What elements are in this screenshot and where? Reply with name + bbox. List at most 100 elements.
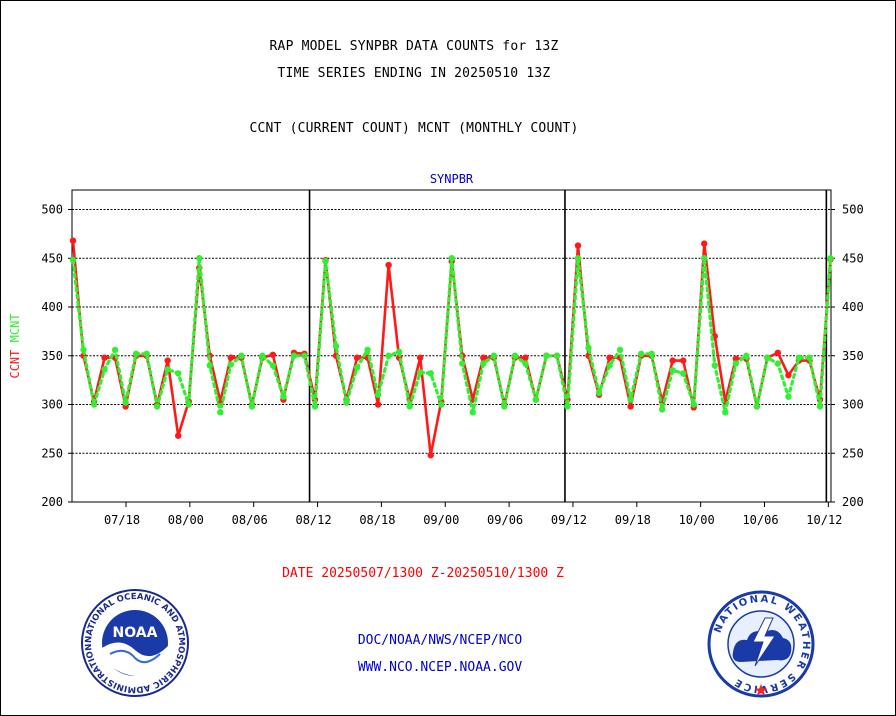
data-point-mcnt <box>658 406 666 413</box>
data-point-mcnt <box>122 399 129 406</box>
y-tick-label-right: 450 <box>842 251 864 265</box>
data-point-mcnt <box>132 350 140 357</box>
y-tick-label-left: 250 <box>41 446 63 460</box>
x-tick-label: 10/00 <box>679 513 715 527</box>
data-point-mcnt <box>238 352 245 359</box>
data-point-mcnt <box>206 362 213 369</box>
y-axis-label-part: MCNT <box>8 313 22 349</box>
nws-logo: NATIONAL WEATHER SERVICE <box>707 590 815 698</box>
data-point-mcnt <box>606 362 613 369</box>
data-point-ccnt <box>227 354 235 361</box>
data-point-mcnt <box>90 401 98 408</box>
data-point-mcnt <box>827 255 834 262</box>
data-point-mcnt <box>301 352 308 359</box>
data-point-mcnt <box>701 255 708 262</box>
data-point-mcnt <box>490 352 498 359</box>
data-point-mcnt <box>743 352 750 359</box>
data-point-mcnt <box>722 409 729 416</box>
data-point-mcnt <box>711 362 718 369</box>
data-point-mcnt <box>553 352 561 359</box>
data-point-mcnt <box>511 352 519 359</box>
x-tick-label: 10/06 <box>742 513 778 527</box>
x-tick-label: 08/18 <box>359 513 395 527</box>
data-point-mcnt <box>111 346 119 354</box>
data-point-mcnt <box>585 344 592 352</box>
y-tick-label-left: 450 <box>41 251 63 265</box>
data-point-mcnt <box>574 255 582 262</box>
data-point-mcnt <box>143 350 150 357</box>
x-tick-label: 10/12 <box>806 513 842 527</box>
data-point-mcnt <box>311 403 319 410</box>
data-point-ccnt <box>427 452 434 459</box>
data-point-mcnt <box>806 354 813 361</box>
chart-panel-title: SYNPBR <box>430 172 474 186</box>
data-point-mcnt <box>753 403 761 410</box>
data-point-mcnt <box>427 370 434 377</box>
y-tick-label-left: 300 <box>41 398 63 412</box>
data-point-ccnt <box>701 240 708 247</box>
data-point-ccnt <box>269 351 277 358</box>
data-point-mcnt <box>690 401 697 408</box>
data-point-mcnt <box>648 350 655 357</box>
data-point-mcnt <box>164 366 171 373</box>
data-point-mcnt <box>269 362 277 369</box>
data-point-mcnt <box>595 389 603 396</box>
data-point-mcnt <box>438 401 445 408</box>
data-point-ccnt <box>680 357 687 364</box>
data-point-mcnt <box>185 401 192 408</box>
data-point-ccnt <box>385 261 392 269</box>
x-tick-label: 09/00 <box>423 513 459 527</box>
data-point-mcnt <box>448 255 455 262</box>
x-tick-label: 08/00 <box>168 513 204 527</box>
data-point-mcnt <box>616 346 624 354</box>
data-point-ccnt <box>101 354 108 361</box>
data-point-mcnt <box>280 393 287 400</box>
x-tick-label: 09/12 <box>551 513 587 527</box>
data-point-mcnt <box>469 409 476 416</box>
chart-title-line-1: RAP MODEL SYNPBR DATA COUNTS for 13Z <box>269 39 559 54</box>
data-point-ccnt <box>175 432 182 439</box>
data-point-mcnt <box>217 409 224 416</box>
data-point-ccnt <box>353 354 361 361</box>
data-point-mcnt <box>785 393 792 400</box>
data-point-mcnt <box>153 403 161 410</box>
x-tick-label: 08/12 <box>295 513 331 527</box>
nco-website-link[interactable]: WWW.NCO.NCEP.NOAA.GOV <box>357 660 523 675</box>
data-point-ccnt <box>374 401 382 408</box>
data-point-mcnt <box>69 257 77 264</box>
y-tick-label-left: 200 <box>41 495 63 509</box>
data-point-mcnt <box>406 403 413 410</box>
data-point-ccnt <box>574 242 582 249</box>
doc-noaa-link[interactable]: DOC/NOAA/NWS/NCEP/NCO <box>357 633 523 648</box>
data-point-mcnt <box>732 360 740 367</box>
data-point-ccnt <box>732 355 740 362</box>
data-point-mcnt <box>175 370 182 377</box>
y-tick-label-right: 350 <box>842 349 864 363</box>
data-point-mcnt <box>795 354 803 361</box>
data-point-mcnt <box>669 367 676 374</box>
data-point-mcnt <box>322 257 329 265</box>
noaa-logo: NATIONAL OCEANIC AND ATMOSPHERIC ADMINIS… <box>80 588 189 697</box>
y-axis-label-part: CCNT <box>8 350 22 379</box>
y-tick-label-right: 500 <box>842 203 864 217</box>
data-point-mcnt <box>764 354 771 361</box>
x-tick-label: 08/06 <box>232 513 268 527</box>
data-point-mcnt <box>353 364 361 371</box>
data-point-ccnt <box>164 357 171 364</box>
plot-border <box>71 189 832 503</box>
x-tick-label: 09/06 <box>487 513 523 527</box>
data-point-mcnt <box>248 403 256 410</box>
data-point-mcnt <box>101 366 108 373</box>
data-point-mcnt <box>364 346 371 354</box>
y-tick-label-left: 500 <box>41 203 63 217</box>
y-tick-label-right: 200 <box>842 495 864 509</box>
data-point-mcnt <box>532 396 540 403</box>
y-axis-label: CCNT MCNT <box>8 313 22 378</box>
data-point-mcnt <box>680 370 687 377</box>
data-point-mcnt <box>343 399 350 406</box>
data-point-mcnt <box>259 352 266 359</box>
data-point-ccnt <box>606 354 613 361</box>
y-tick-label-right: 400 <box>842 300 864 314</box>
data-point-mcnt <box>627 396 634 403</box>
